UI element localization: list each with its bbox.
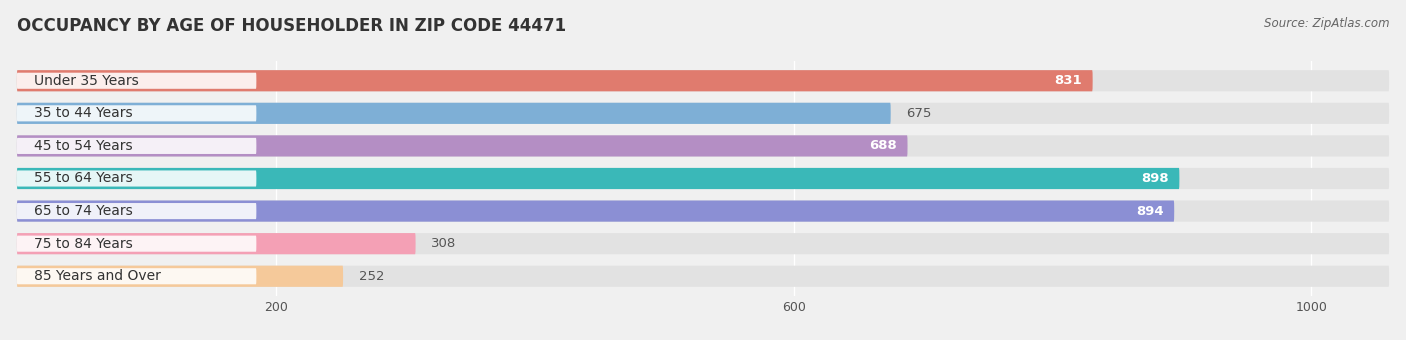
FancyBboxPatch shape — [17, 135, 907, 156]
Text: OCCUPANCY BY AGE OF HOUSEHOLDER IN ZIP CODE 44471: OCCUPANCY BY AGE OF HOUSEHOLDER IN ZIP C… — [17, 17, 567, 35]
Text: 894: 894 — [1136, 205, 1164, 218]
Text: 55 to 64 Years: 55 to 64 Years — [34, 171, 132, 186]
FancyBboxPatch shape — [17, 266, 1389, 287]
FancyBboxPatch shape — [17, 105, 256, 121]
FancyBboxPatch shape — [17, 70, 1389, 91]
Text: 308: 308 — [432, 237, 457, 250]
FancyBboxPatch shape — [17, 73, 256, 89]
Text: 675: 675 — [907, 107, 932, 120]
Text: 65 to 74 Years: 65 to 74 Years — [34, 204, 132, 218]
FancyBboxPatch shape — [17, 203, 256, 219]
FancyBboxPatch shape — [17, 168, 1389, 189]
FancyBboxPatch shape — [17, 266, 343, 287]
Text: 252: 252 — [359, 270, 384, 283]
Text: 688: 688 — [869, 139, 897, 152]
FancyBboxPatch shape — [17, 201, 1389, 222]
Text: 898: 898 — [1142, 172, 1168, 185]
FancyBboxPatch shape — [17, 233, 1389, 254]
FancyBboxPatch shape — [17, 201, 1174, 222]
FancyBboxPatch shape — [17, 103, 1389, 124]
FancyBboxPatch shape — [17, 170, 256, 187]
Text: 35 to 44 Years: 35 to 44 Years — [34, 106, 132, 120]
Text: Under 35 Years: Under 35 Years — [34, 74, 138, 88]
FancyBboxPatch shape — [17, 268, 256, 284]
FancyBboxPatch shape — [17, 138, 256, 154]
FancyBboxPatch shape — [17, 70, 1092, 91]
Text: 45 to 54 Years: 45 to 54 Years — [34, 139, 132, 153]
FancyBboxPatch shape — [17, 168, 1180, 189]
FancyBboxPatch shape — [17, 103, 891, 124]
Text: 831: 831 — [1054, 74, 1083, 87]
FancyBboxPatch shape — [17, 135, 1389, 156]
FancyBboxPatch shape — [17, 236, 256, 252]
FancyBboxPatch shape — [17, 233, 416, 254]
Text: 85 Years and Over: 85 Years and Over — [34, 269, 160, 283]
Text: 75 to 84 Years: 75 to 84 Years — [34, 237, 132, 251]
Text: Source: ZipAtlas.com: Source: ZipAtlas.com — [1264, 17, 1389, 30]
